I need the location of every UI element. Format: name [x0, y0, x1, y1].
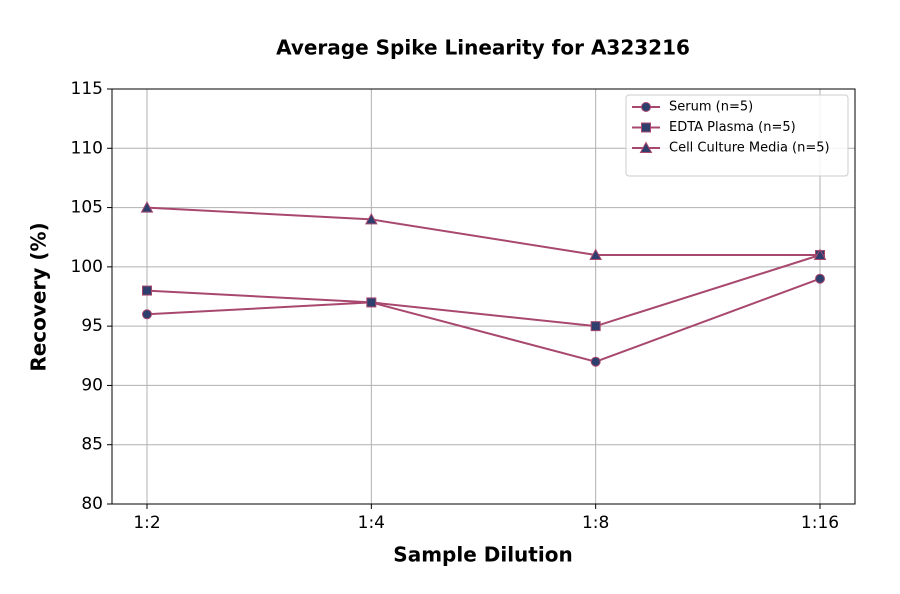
marker: [641, 122, 651, 133]
y-tick-label: 90: [81, 375, 103, 395]
line: [146, 206, 820, 256]
y-tick-label: 80: [81, 494, 103, 514]
y-tick-label: 105: [71, 198, 103, 218]
marker: [589, 248, 603, 260]
marker: [590, 356, 601, 367]
x-axis-label: Sample Dilution: [393, 543, 572, 567]
marker: [142, 309, 152, 320]
legend-label: Serum (n=5): [669, 100, 753, 115]
line: [146, 277, 821, 363]
y-tick-label: 95: [81, 316, 103, 336]
marker: [366, 297, 377, 308]
x-tick-label: 1:4: [358, 513, 385, 533]
y-tick-label: 115: [71, 79, 103, 99]
x-tick-label: 1:16: [801, 513, 839, 533]
marker: [140, 201, 154, 213]
marker: [364, 212, 378, 225]
marker: [815, 273, 825, 284]
legend-label: Cell Culture Media (n=5): [669, 141, 830, 156]
line: [146, 254, 821, 328]
legend-label: EDTA Plasma (n=5): [669, 120, 796, 135]
chart-title: Average Spike Linearity for A323216: [276, 36, 690, 60]
x-tick-label: 1:2: [133, 513, 160, 533]
marker: [142, 285, 152, 296]
y-tick-label: 110: [71, 138, 103, 158]
marker: [813, 248, 827, 260]
legend-box: [625, 94, 849, 177]
marker: [639, 141, 653, 153]
x-tick-label: 1:8: [582, 513, 609, 533]
y-tick-label: 100: [71, 257, 103, 277]
y-axis-label: Recovery (%): [27, 222, 51, 371]
plot-frame: [111, 88, 856, 505]
marker: [641, 102, 651, 112]
marker: [590, 321, 601, 332]
y-tick-label: 85: [81, 435, 103, 455]
